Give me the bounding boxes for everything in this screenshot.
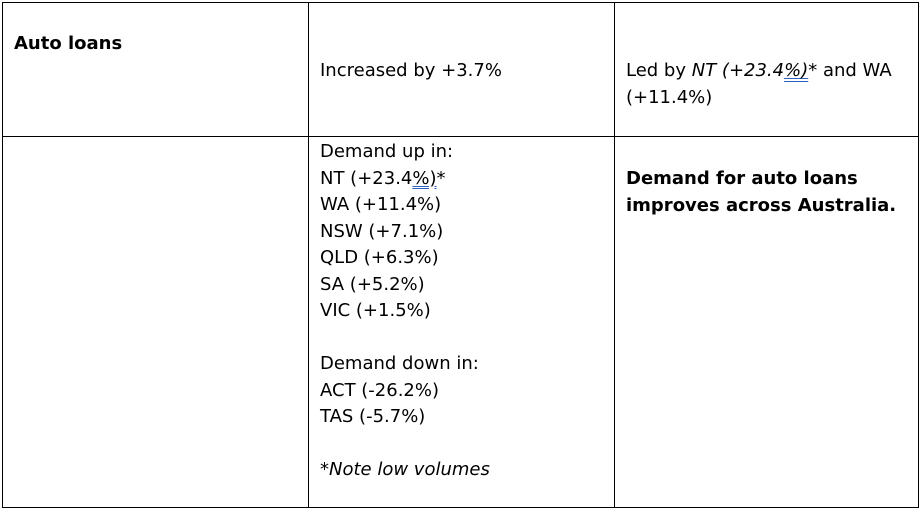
state-item-nt: NT (+23.4%)* [320,167,446,189]
summary-statement: Demand for auto loans improves across Au… [626,166,896,219]
state-item-nsw: NSW (+7.1%) [320,220,444,242]
demand-up-heading: Demand up in: [320,141,454,162]
state-item-vic: VIC (+1.5%) [320,300,431,321]
spacer [320,325,490,352]
category-label: Auto loans [14,33,123,54]
state-item-act: ACT (-26.2%) [320,379,440,401]
leaders-line2: (+11.4%) [626,86,713,108]
leaders-nt-label: NT [691,60,722,81]
leaders-middle: and WA [817,60,892,81]
state-item-sa: SA (+5.2%) [320,273,425,295]
demand-down-heading: Demand down in: [320,353,479,374]
state-item-wa: WA (+11.4%) [320,194,442,215]
column-divider-1 [308,3,309,507]
leaders-nt-open: (+23.4 [721,60,785,81]
low-volume-note: *Note low volumes [320,459,490,480]
change-summary: Increased by +3.7% [320,60,502,81]
state-item-qld: QLD (+6.3%) [320,247,439,268]
auto-loans-table [2,2,919,508]
summary-line-1: Demand for auto loans [626,168,858,189]
leaders-nt-star: * [808,60,818,81]
summary-line-2: improves across Australia. [626,194,897,216]
state-breakdown: Demand up in: NT (+23.4%)* WA (+11.4%) N… [320,139,490,484]
column-divider-2 [614,3,615,507]
row-divider [3,136,918,137]
spacer [320,431,490,458]
leaders-prefix: Led by [626,60,692,81]
leaders-nt-underlined: %) [784,60,809,81]
leaders-text: Led by NT (+23.4%)* and WA (+11.4%) [626,58,892,111]
state-item-tas: TAS (-5.7%) [320,406,426,427]
